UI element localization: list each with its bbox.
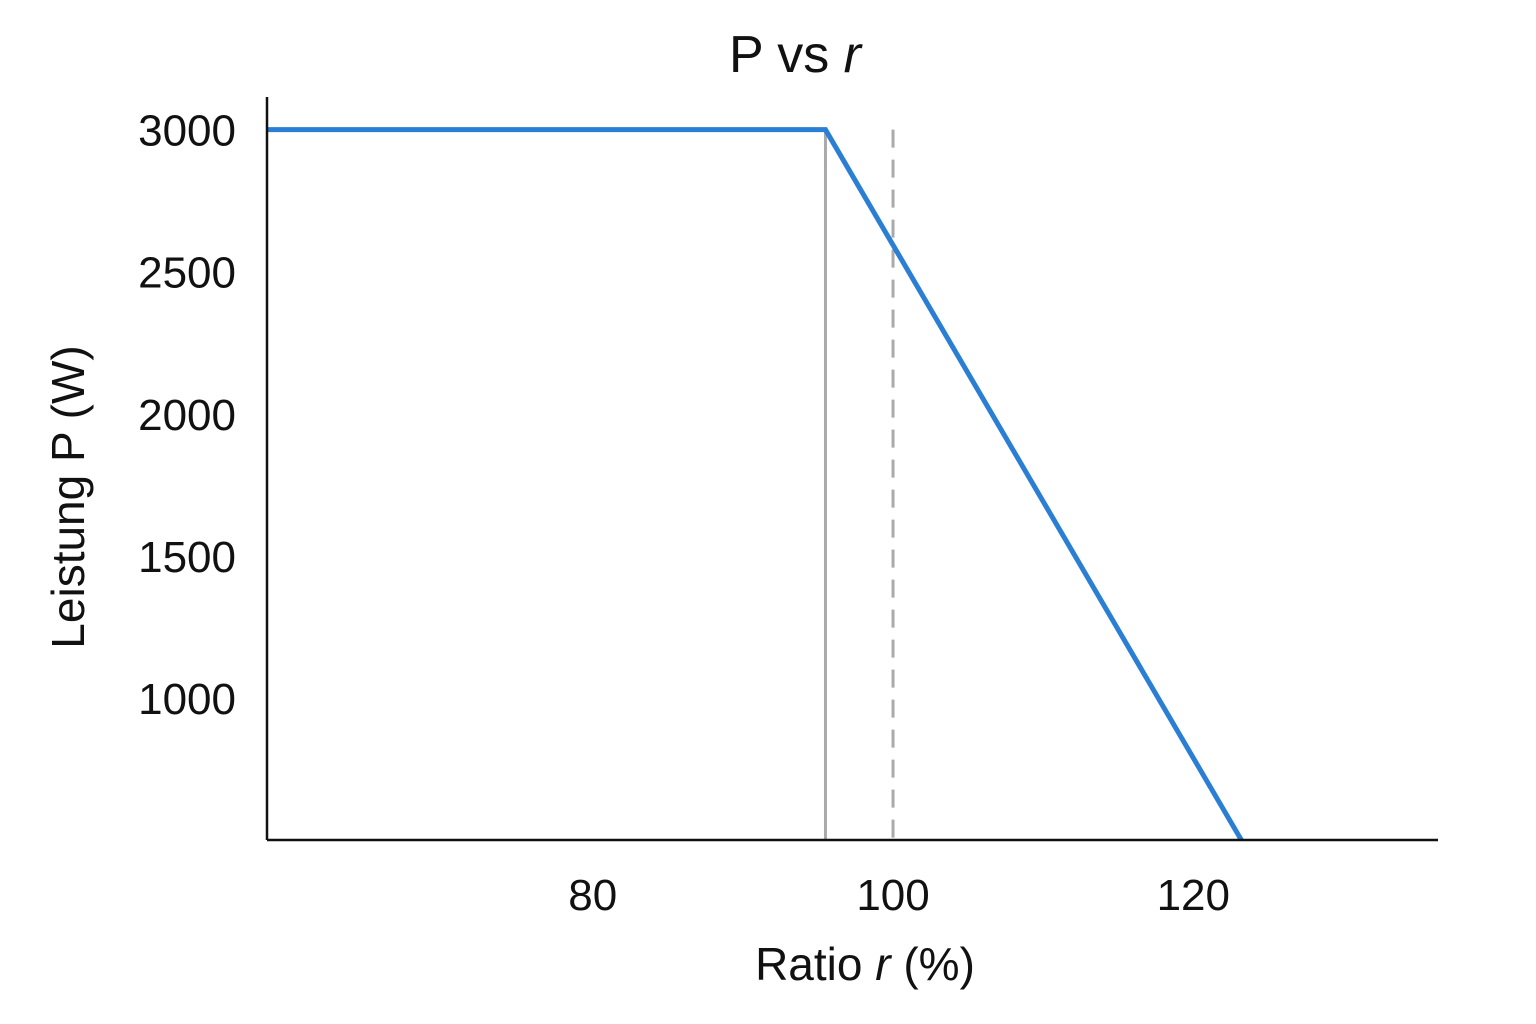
y-tick-label: 1500 — [138, 533, 236, 582]
chart-title: P vs r — [729, 26, 864, 84]
x-tick-label: 120 — [1157, 871, 1230, 920]
x-tick-label: 80 — [568, 871, 617, 920]
y-tick-label: 2000 — [138, 391, 236, 440]
y-tick-label: 1000 — [138, 675, 236, 724]
x-tick-label: 100 — [856, 871, 929, 920]
series-line — [267, 127, 1244, 842]
y-tick-label: 2500 — [138, 249, 236, 298]
x-axis-label: Ratio r (%) — [755, 938, 975, 990]
y-tick-label: 3000 — [138, 107, 236, 156]
y-axis-label: Leistung P (W) — [42, 345, 94, 648]
